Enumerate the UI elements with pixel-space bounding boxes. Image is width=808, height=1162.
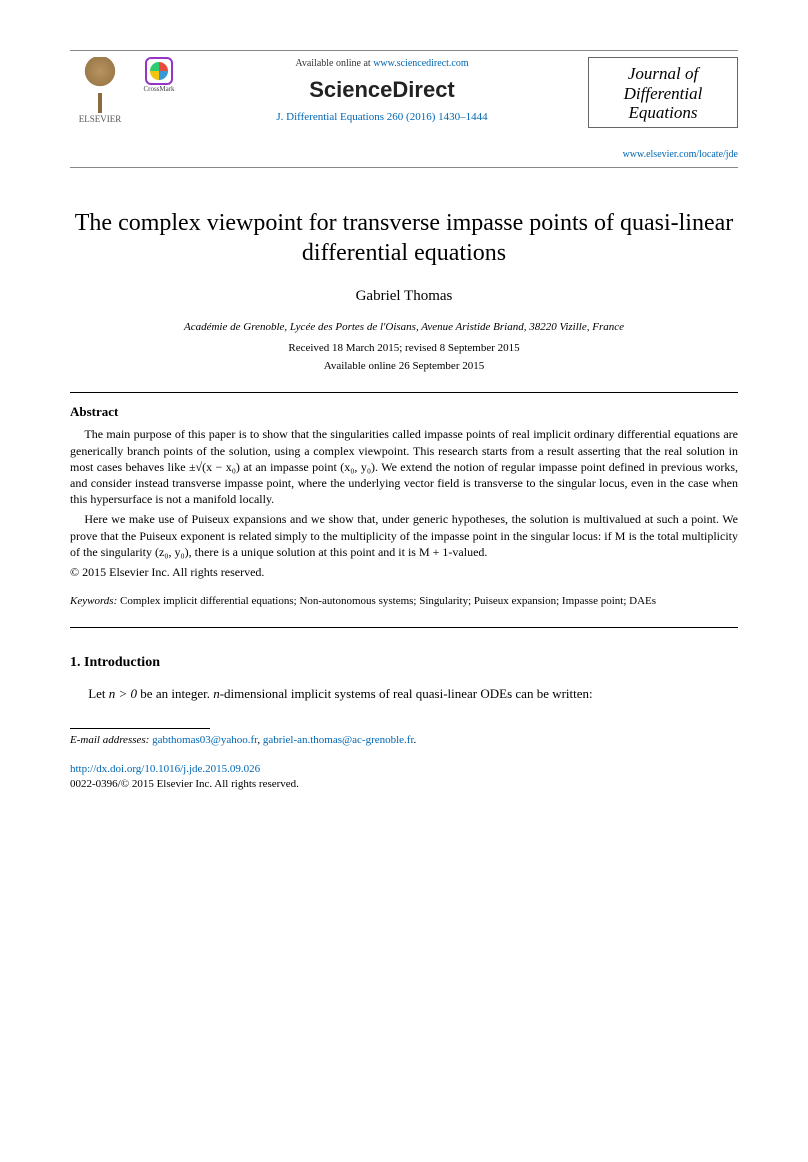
journal-name: Journal of Differential Equations (597, 64, 729, 123)
abstract-p1: The main purpose of this paper is to sho… (70, 426, 738, 507)
sciencedirect-link[interactable]: www.sciencedirect.com (373, 58, 468, 69)
available-line: Available online 26 September 2015 (70, 359, 738, 374)
elsevier-logo: ELSEVIER (70, 57, 130, 131)
journal-name-l3: Equations (629, 103, 698, 122)
sciencedirect-logo: ScienceDirect (184, 75, 580, 105)
email-link-2[interactable]: gabriel-an.thomas@ac-grenoble.fr (263, 734, 414, 746)
affiliation: Académie de Grenoble, Lycée des Portes d… (70, 320, 738, 335)
page-header: ELSEVIER CrossMark Available online at w… (70, 50, 738, 168)
locate-link[interactable]: www.elsevier.com/locate/jde (623, 149, 738, 160)
citation-journal: J. Differential Equations (276, 111, 384, 123)
header-right: Journal of Differential Equations www.el… (588, 57, 738, 161)
citation-pages: 1430–1444 (438, 111, 488, 123)
author-name: Gabriel Thomas (70, 286, 738, 306)
footnote: E-mail addresses: gabthomas03@yahoo.fr, … (70, 733, 738, 748)
elsevier-tree-icon (73, 57, 127, 113)
elsevier-label: ELSEVIER (79, 113, 122, 125)
keywords-text: Complex implicit differential equations;… (120, 595, 656, 607)
footnote-label: E-mail addresses: (70, 734, 149, 746)
intro-suffix: -dimensional implicit systems of real qu… (220, 686, 593, 701)
journal-name-l1: Journal of (628, 64, 698, 83)
crossmark-icon (145, 57, 173, 85)
copyright-line: © 2015 Elsevier Inc. All rights reserved… (70, 564, 738, 580)
header-center: Available online at www.sciencedirect.co… (176, 57, 588, 125)
intro-heading: 1. Introduction (70, 654, 738, 673)
abstract-heading: Abstract (70, 403, 738, 421)
header-left: ELSEVIER CrossMark (70, 57, 176, 131)
email-link-1[interactable]: gabthomas03@yahoo.fr (152, 734, 257, 746)
doi-block: http://dx.doi.org/10.1016/j.jde.2015.09.… (70, 762, 738, 777)
intro-mid: be an integer. (137, 686, 213, 701)
citation: J. Differential Equations 260 (2016) 143… (184, 110, 580, 125)
doi-link[interactable]: http://dx.doi.org/10.1016/j.jde.2015.09.… (70, 763, 260, 775)
citation-vol: 260 (387, 111, 404, 123)
abstract-section: Abstract The main purpose of this paper … (70, 403, 738, 580)
article-title: The complex viewpoint for transverse imp… (70, 208, 738, 268)
footnote-end: . (414, 734, 417, 746)
journal-box: Journal of Differential Equations (588, 57, 738, 128)
intro-math1: n > 0 (109, 686, 137, 701)
available-prefix: Available online at (295, 58, 373, 69)
keywords-label: Keywords: (70, 595, 117, 607)
intro-prefix: Let (88, 686, 109, 701)
intro-body: Let n > 0 be an integer. n-dimensional i… (70, 685, 738, 703)
footnote-rule (70, 728, 210, 729)
issn-line: 0022-0396/© 2015 Elsevier Inc. All right… (70, 777, 738, 792)
crossmark-badge[interactable]: CrossMark (142, 57, 176, 107)
locate-line: www.elsevier.com/locate/jde (588, 148, 738, 162)
keywords-block: Keywords: Complex implicit differential … (70, 594, 738, 609)
journal-name-l2: Differential (624, 84, 703, 103)
available-online: Available online at www.sciencedirect.co… (184, 57, 580, 71)
crossmark-label: CrossMark (143, 85, 174, 94)
rule-top (70, 392, 738, 393)
received-line: Received 18 March 2015; revised 8 Septem… (70, 341, 738, 356)
abstract-p2: Here we make use of Puiseux expansions a… (70, 511, 738, 560)
citation-link[interactable]: J. Differential Equations 260 (2016) 143… (276, 111, 487, 123)
citation-year: (2016) (406, 111, 435, 123)
rule-bottom (70, 627, 738, 628)
